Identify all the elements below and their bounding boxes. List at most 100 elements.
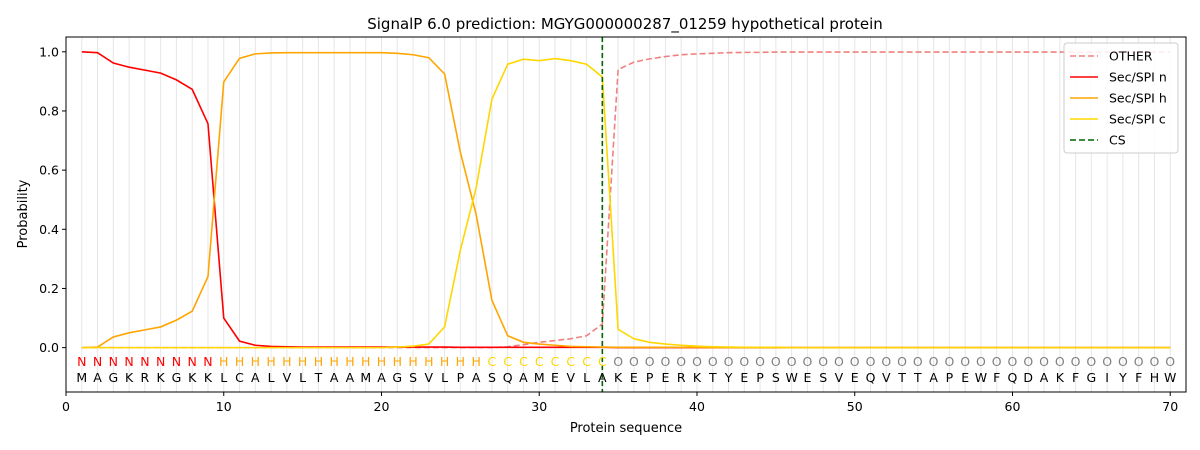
legend-label: OTHER <box>1109 49 1153 64</box>
residue-label: C <box>519 354 528 369</box>
residue-letter: A <box>519 370 528 385</box>
residue-label: C <box>535 354 544 369</box>
residue-letter: K <box>157 370 166 385</box>
residue-label: H <box>471 354 480 369</box>
residue-letter: P <box>646 370 654 385</box>
residue-label: O <box>739 354 749 369</box>
residue-letter: V <box>835 370 844 385</box>
residue-label: O <box>755 354 765 369</box>
residue-label: O <box>1150 354 1160 369</box>
residue-label: O <box>802 354 812 369</box>
residue-letter: V <box>567 370 576 385</box>
plot-frame <box>65 36 1187 393</box>
residue-label: O <box>960 354 970 369</box>
residue-label: H <box>235 354 244 369</box>
series-layer <box>81 37 1171 392</box>
residue-label: H <box>251 354 260 369</box>
residue-label: O <box>850 354 860 369</box>
residue-letter: Q <box>866 370 876 385</box>
y-tick-label: 0.2 <box>39 281 59 296</box>
residue-label: O <box>992 354 1002 369</box>
series-line <box>81 51 1171 349</box>
legend-label: Sec/SPI h <box>1109 91 1167 106</box>
residue-label: N <box>188 354 197 369</box>
residue-letter: A <box>377 370 386 385</box>
residue-label: N <box>156 354 165 369</box>
residue-label: O <box>787 354 797 369</box>
residue-label: C <box>551 354 560 369</box>
residue-label: H <box>282 354 291 369</box>
residue-letter: K <box>614 370 623 385</box>
residue-label: O <box>1039 354 1049 369</box>
residue-label: C <box>582 354 591 369</box>
residue-letter: P <box>946 370 954 385</box>
residue-label: O <box>676 354 686 369</box>
residue-label: O <box>913 354 923 369</box>
residue-label: O <box>866 354 876 369</box>
residue-letter: E <box>661 370 669 385</box>
x-tick-label: 40 <box>689 399 705 414</box>
residue-label: N <box>140 354 149 369</box>
residue-label: O <box>1071 354 1081 369</box>
sequence-annotation: NMNANGNKNRNKNGNKNKHLHCHAHLHVHLHTHAHAHMHA… <box>76 354 1176 385</box>
residue-letter: G <box>108 370 118 385</box>
residue-label: O <box>976 354 986 369</box>
residue-letter: D <box>1023 370 1033 385</box>
residue-label: C <box>503 354 512 369</box>
residue-letter: S <box>409 370 417 385</box>
residue-letter: K <box>693 370 702 385</box>
residue-letter: A <box>598 370 607 385</box>
residue-letter: E <box>851 370 859 385</box>
residue-label: C <box>488 354 497 369</box>
residue-label: O <box>1086 354 1096 369</box>
y-tick-label: 1.0 <box>39 44 59 59</box>
x-tick-label: 60 <box>1005 399 1021 414</box>
residue-label: O <box>1055 354 1065 369</box>
residue-letter: P <box>457 370 465 385</box>
residue-letter: A <box>251 370 260 385</box>
residue-label: C <box>598 354 607 369</box>
residue-letter: E <box>803 370 811 385</box>
residue-letter: I <box>1105 370 1109 385</box>
grid-lines <box>81 37 1171 392</box>
x-tick-label: 50 <box>847 399 863 414</box>
x-tick-label: 30 <box>531 399 547 414</box>
residue-letter: G <box>172 370 182 385</box>
x-tick-label: 10 <box>216 399 232 414</box>
residue-letter: A <box>346 370 355 385</box>
residue-letter: M <box>534 370 545 385</box>
residue-label: N <box>109 354 118 369</box>
residue-label: O <box>1165 354 1175 369</box>
residue-letter: L <box>299 370 306 385</box>
residue-label: O <box>661 354 671 369</box>
residue-label: N <box>203 354 212 369</box>
legend-label: Sec/SPI n <box>1109 70 1167 85</box>
residue-letter: A <box>472 370 481 385</box>
residue-letter: K <box>125 370 134 385</box>
residue-label: O <box>881 354 891 369</box>
y-tick-label: 0.6 <box>39 163 59 178</box>
residue-label: N <box>124 354 133 369</box>
residue-letter: K <box>204 370 213 385</box>
residue-label: H <box>219 354 228 369</box>
residue-label: O <box>629 354 639 369</box>
residue-letter: S <box>772 370 780 385</box>
legend-label: CS <box>1109 133 1126 148</box>
residue-label: H <box>440 354 449 369</box>
residue-label: H <box>345 354 354 369</box>
residue-letter: P <box>756 370 764 385</box>
residue-label: O <box>834 354 844 369</box>
chart-title: SignalP 6.0 prediction: MGYG000000287_01… <box>367 15 883 34</box>
residue-letter: Y <box>1118 370 1127 385</box>
x-axis: 0 10 20 30 40 50 60 70 <box>62 392 1178 414</box>
residue-letter: F <box>1135 370 1142 385</box>
residue-letter: T <box>708 370 717 385</box>
residue-letter: T <box>314 370 323 385</box>
residue-letter: E <box>551 370 559 385</box>
residue-letter: T <box>897 370 906 385</box>
residue-letter: A <box>330 370 339 385</box>
x-tick-label: 0 <box>62 399 70 414</box>
x-tick-label: 70 <box>1162 399 1178 414</box>
residue-letter: Q <box>1008 370 1018 385</box>
